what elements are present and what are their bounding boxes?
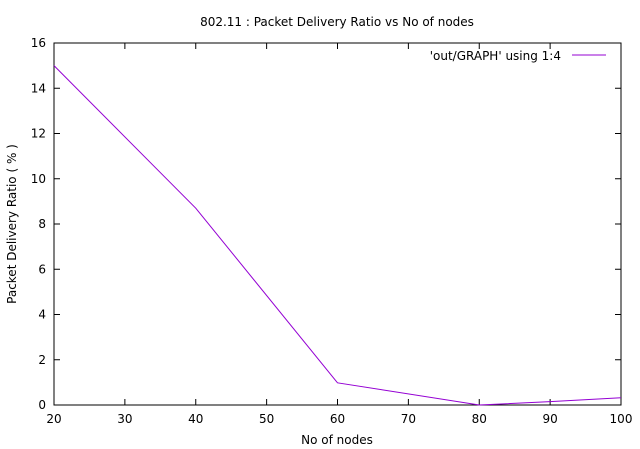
- y-tick-label: 2: [38, 353, 46, 367]
- y-tick-label: 6: [38, 262, 46, 276]
- x-tick-label: 90: [542, 412, 557, 426]
- legend-label: 'out/GRAPH' using 1:4: [430, 49, 561, 63]
- y-tick-label: 8: [38, 217, 46, 231]
- x-tick-label: 70: [401, 412, 416, 426]
- y-tick-label: 12: [31, 127, 46, 141]
- x-tick-label: 30: [117, 412, 132, 426]
- y-tick-label: 0: [38, 398, 46, 412]
- series-layer: [53, 65, 622, 406]
- plot-frame: [53, 42, 622, 406]
- x-axis-label: No of nodes: [301, 433, 373, 447]
- x-tick-label: 50: [259, 412, 274, 426]
- legend: 'out/GRAPH' using 1:4: [430, 49, 606, 63]
- x-tick-label: 80: [472, 412, 487, 426]
- y-axis-ticks: 0 2 4 6 8 10 12 14 16: [31, 36, 621, 412]
- x-tick-label: 60: [330, 412, 345, 426]
- y-axis-label: Packet Delivery Ratio ( % ): [5, 144, 19, 304]
- series-line: [53, 65, 622, 406]
- y-tick-label: 16: [31, 36, 46, 50]
- y-tick-label: 4: [38, 308, 46, 322]
- x-tick-label: 40: [188, 412, 203, 426]
- x-tick-label: 100: [610, 412, 633, 426]
- x-axis-ticks: 20 30 40 50 60 70 80 90 100: [46, 43, 632, 426]
- y-tick-label: 10: [31, 172, 46, 186]
- chart-title: 802.11 : Packet Delivery Ratio vs No of …: [200, 15, 474, 29]
- x-tick-label: 20: [46, 412, 61, 426]
- y-tick-label: 14: [31, 81, 46, 95]
